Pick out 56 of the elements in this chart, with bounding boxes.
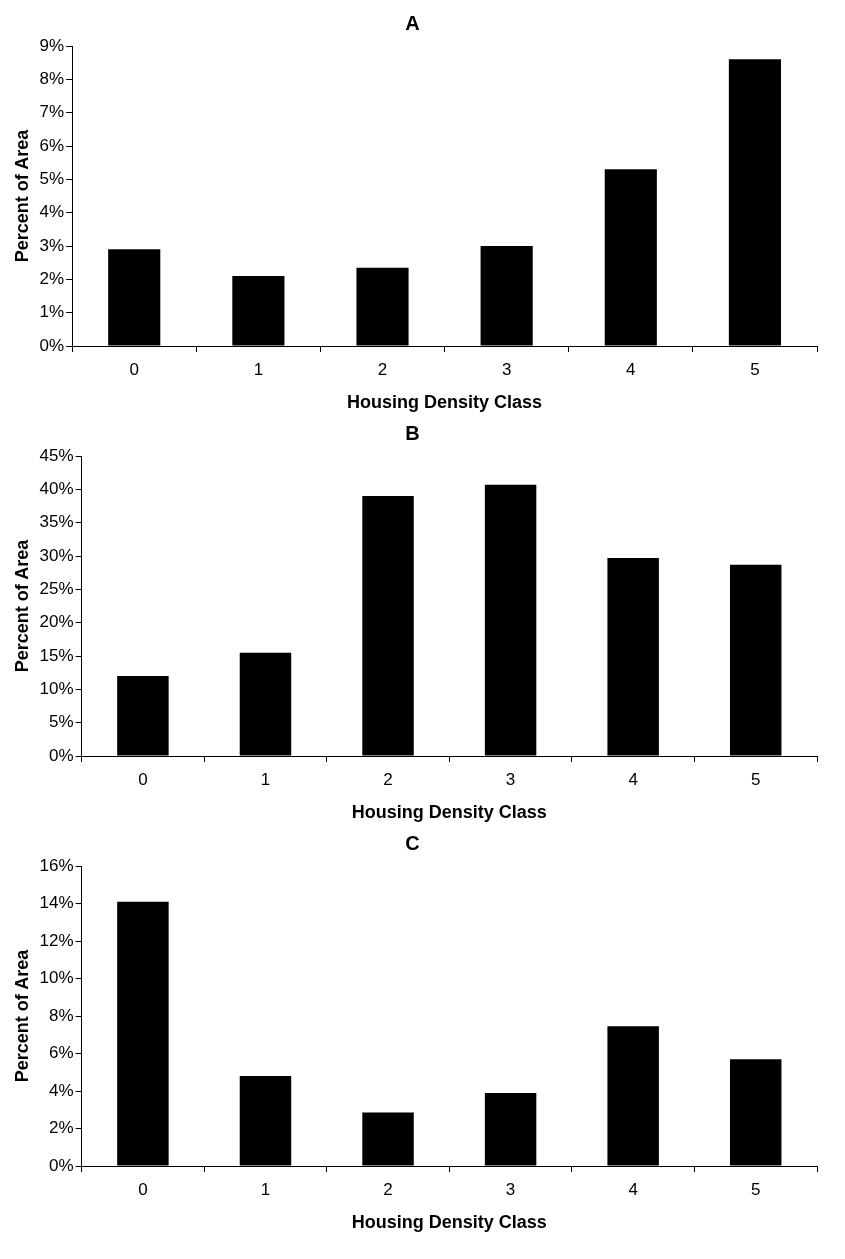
y-tick-label: 30%: [39, 545, 74, 565]
y-tick-label: 1%: [39, 302, 65, 322]
x-tick-label: 5: [750, 359, 760, 379]
y-tick-label: 0%: [49, 1155, 74, 1175]
x-tick-label: 0: [138, 1179, 148, 1199]
y-tick-label: 5%: [39, 169, 65, 189]
x-tick-label: 3: [505, 769, 516, 789]
y-axis-title: Percent of Area: [11, 128, 32, 263]
y-tick-label: 9%: [39, 35, 65, 55]
y-axis-title: Percent of Area: [11, 538, 32, 673]
y-tick-label: 7%: [39, 102, 65, 122]
y-tick-label: 2%: [49, 1118, 74, 1138]
y-axis-title: Percent of Area: [11, 948, 32, 1083]
x-tick-label: 1: [253, 359, 264, 379]
x-tick-label: 5: [750, 769, 761, 789]
x-tick-label: 0: [138, 769, 148, 789]
x-axis-title: Housing Density Class: [351, 1212, 547, 1233]
x-tick-label: 2: [383, 1179, 393, 1199]
y-tick-label: 6%: [49, 1043, 74, 1063]
chart-title: B: [405, 421, 420, 444]
y-tick-label: 20%: [39, 612, 74, 632]
y-tick-label: 25%: [39, 579, 74, 599]
x-tick-label: 3: [501, 359, 512, 379]
y-tick-label: 0%: [39, 335, 65, 355]
y-tick-label: 5%: [49, 712, 74, 732]
y-tick-label: 10%: [39, 968, 74, 988]
y-tick-label: 6%: [39, 135, 65, 155]
x-axis-title: Housing Density Class: [347, 392, 543, 413]
y-tick-label: 10%: [39, 679, 74, 699]
y-tick-label: 45%: [39, 445, 74, 465]
y-tick-label: 4%: [39, 202, 65, 222]
x-tick-label: 1: [260, 1179, 271, 1199]
x-tick-label: 3: [505, 1179, 516, 1199]
y-tick-label: 40%: [39, 479, 74, 499]
x-tick-label: 0: [129, 359, 139, 379]
y-tick-label: 35%: [39, 512, 74, 532]
x-tick-label: 5: [750, 1179, 761, 1199]
y-tick-label: 2%: [39, 269, 65, 289]
chart-title: C: [405, 831, 420, 854]
x-tick-label: 4: [628, 1179, 638, 1199]
x-axis-title: Housing Density Class: [351, 802, 547, 823]
y-tick-label: 8%: [39, 69, 65, 89]
y-tick-label: 12%: [39, 930, 74, 950]
y-tick-label: 3%: [39, 235, 65, 255]
y-tick-label: 16%: [39, 855, 74, 875]
x-tick-label: 2: [377, 359, 388, 379]
x-tick-label: 4: [626, 359, 636, 379]
x-tick-label: 4: [628, 769, 638, 789]
y-tick-label: 14%: [39, 893, 74, 913]
y-tick-label: 0%: [49, 745, 74, 765]
x-tick-label: 2: [383, 769, 393, 789]
y-tick-label: 8%: [49, 1005, 74, 1025]
y-tick-label: 15%: [39, 645, 74, 665]
y-tick-label: 4%: [49, 1080, 74, 1100]
chart-title: A: [405, 11, 420, 34]
x-tick-label: 1: [260, 769, 271, 789]
